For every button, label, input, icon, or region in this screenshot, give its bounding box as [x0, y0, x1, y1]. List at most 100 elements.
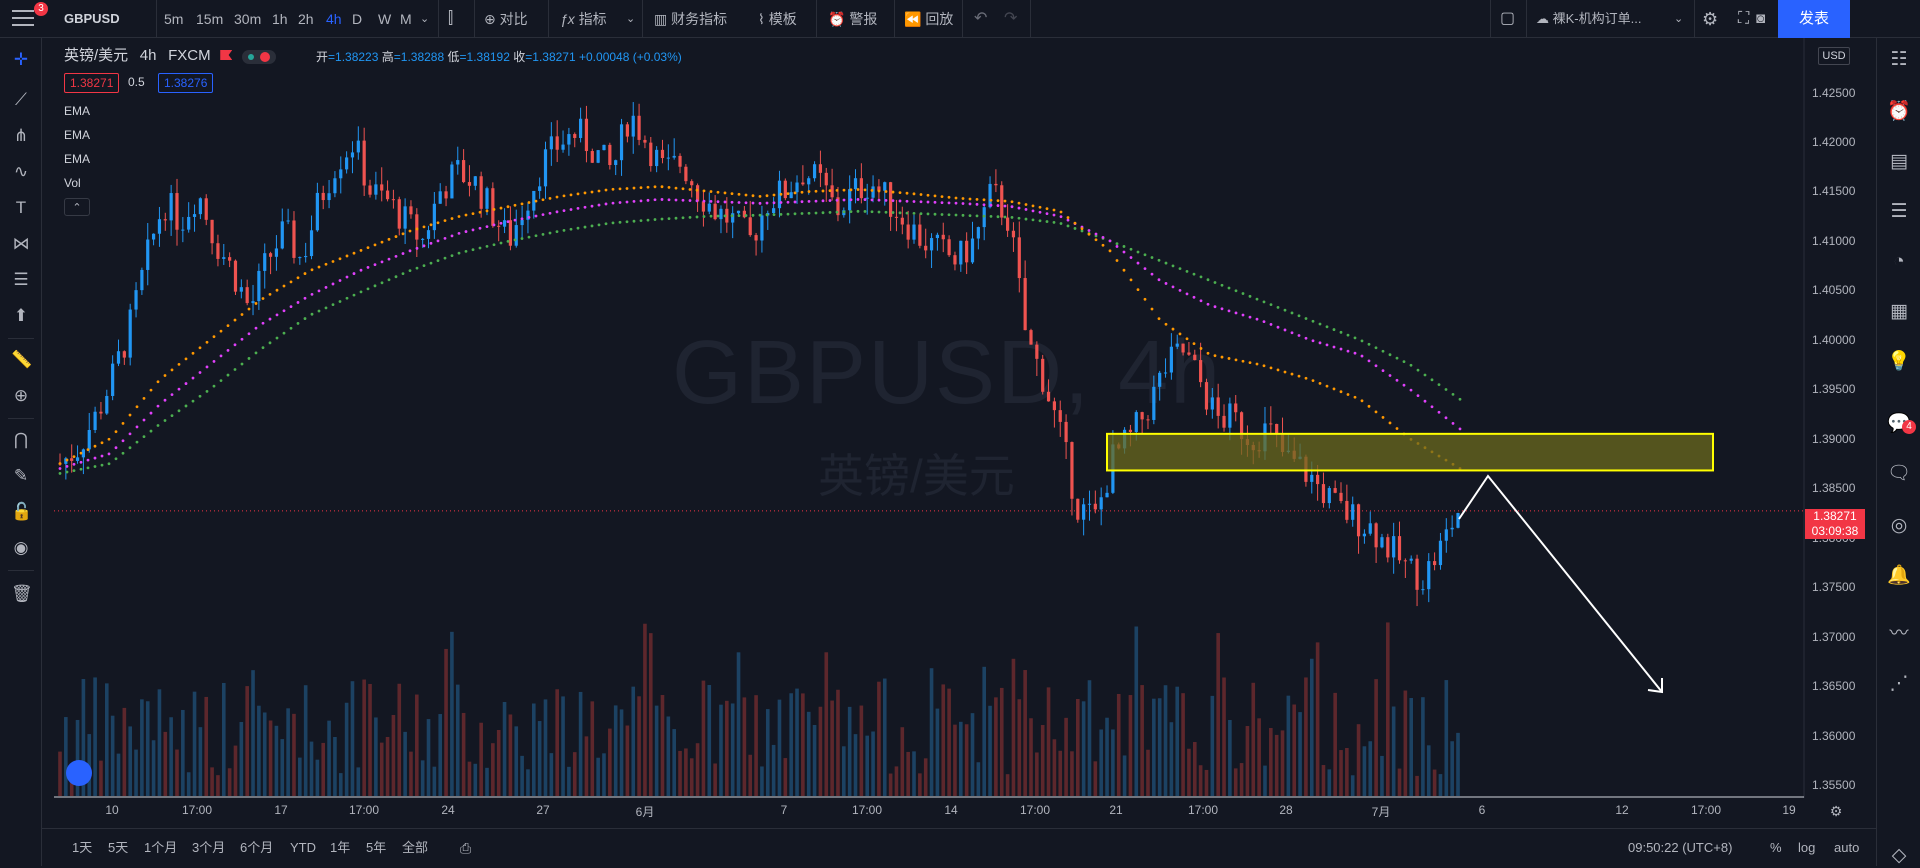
range-5年[interactable]: 5年 — [366, 840, 387, 855]
arrow-up-icon[interactable]: ⬆ — [13, 306, 29, 325]
bid-price[interactable]: 1.38271 — [64, 73, 120, 93]
goto-date-icon[interactable]: ⎙ — [460, 840, 472, 856]
indicator-volume[interactable]: Vol — [64, 176, 81, 190]
layout-select[interactable]: ☁ 裸K-机构订单... — [1536, 0, 1641, 38]
lightbulb-icon[interactable]: 💡 — [1887, 351, 1911, 372]
lock-icon[interactable]: 🔓 — [11, 502, 33, 521]
interval-30m[interactable]: 30m — [234, 11, 262, 27]
broadcast-icon[interactable]: ◎ — [1890, 515, 1908, 536]
calendar-icon[interactable]: ▦ — [1890, 301, 1908, 322]
interval-5m[interactable]: 5m — [164, 11, 184, 27]
messages-icon[interactable]: 🗨 — [1887, 463, 1912, 484]
indicator-ema-fast[interactable]: EMA — [64, 104, 91, 118]
chevron-up-icon[interactable]: ⌃ — [64, 198, 90, 216]
log-toggle[interactable]: log — [1798, 840, 1816, 855]
flag-icon[interactable] — [220, 50, 233, 60]
trend-line-icon[interactable]: ⟋ — [15, 90, 27, 109]
crosshair-icon[interactable]: ✛ — [13, 50, 29, 69]
volume-bar — [309, 741, 314, 796]
zoom-in-icon[interactable]: ⊕ — [13, 386, 29, 405]
indicator-ema-mid[interactable]: EMA — [64, 128, 91, 142]
ema-slow-point — [93, 465, 97, 468]
financials-button[interactable]: ▥ 财务指标 — [654, 0, 727, 38]
interval-15m[interactable]: 15m — [196, 11, 224, 27]
range-全部[interactable]: 全部 — [402, 840, 429, 855]
redo-icon[interactable]: ↷ — [1004, 10, 1018, 27]
gear-icon[interactable]: ⚙ — [1702, 9, 1719, 29]
range-6个月[interactable]: 6个月 — [240, 840, 274, 855]
interval-2h[interactable]: 2h — [298, 11, 314, 27]
indicator-ema-slow[interactable]: EMA — [64, 152, 91, 166]
pitchfork-icon[interactable]: ⋔ — [13, 126, 29, 145]
range-1天[interactable]: 1天 — [72, 840, 93, 855]
alarm-icon[interactable]: ⏰ — [1887, 101, 1911, 122]
clock[interactable]: 09:50:22 (UTC+8) — [1628, 840, 1733, 855]
candle-style-icon[interactable]: ⫿ — [448, 10, 454, 27]
chevron-down-icon[interactable]: ⌄ — [420, 13, 430, 25]
diamond-icon[interactable]: ◇ — [1891, 845, 1907, 866]
camera-icon[interactable]: ◙ — [1756, 10, 1766, 27]
publish-button[interactable]: 发表 — [1778, 0, 1850, 38]
replay-button[interactable]: ⏪ 回放 — [904, 0, 953, 38]
pattern-icon[interactable]: ⋈ — [12, 234, 30, 253]
chart-legend: 英镑/美元 4h FXCM — [64, 44, 276, 65]
candle-body — [812, 164, 817, 179]
auto-toggle[interactable]: auto — [1834, 840, 1860, 855]
ema-fast-point — [1178, 332, 1182, 336]
range-5天[interactable]: 5天 — [108, 840, 129, 855]
trash-icon[interactable]: 🗑 — [11, 584, 33, 603]
ema-mid-point — [961, 202, 965, 205]
ema-mid-point — [786, 200, 790, 204]
magnet-icon[interactable]: ⋂ — [14, 430, 28, 449]
ask-price[interactable]: 1.38276 — [158, 73, 214, 93]
ema-slow-point — [1339, 330, 1343, 334]
fullscreen-icon[interactable]: ⛶ — [1738, 10, 1750, 27]
volume-bar — [110, 715, 115, 796]
news-icon[interactable]: ▤ — [1890, 151, 1908, 172]
compare-button[interactable]: ⊕ 对比 — [484, 0, 528, 38]
ema-slow-point — [72, 469, 76, 473]
gear-icon[interactable]: ⚙ — [1829, 803, 1843, 819]
text-icon[interactable]: T — [15, 198, 27, 217]
layout-square-icon[interactable]: ▢ — [1500, 10, 1516, 27]
chevron-down-icon[interactable]: ⌄ — [1674, 13, 1684, 25]
ruler-icon[interactable]: 📏 — [11, 350, 33, 369]
interval-M[interactable]: M — [400, 11, 412, 27]
undo-icon[interactable]: ↶ — [974, 10, 988, 27]
chevron-down-icon[interactable]: ⌄ — [626, 13, 636, 25]
watchlist-icon[interactable]: ☷ — [1890, 49, 1908, 70]
percent-toggle[interactable]: % — [1770, 840, 1782, 855]
templates-button[interactable]: ⌇ 模板 — [758, 0, 797, 38]
interval-D[interactable]: D — [352, 11, 363, 27]
drawing-toolbar: ✛ ⟋ ⋔ ∿ T ⋈ ☰ ⬆ 📏 ⊕ ⋂ ✎ 🔓 ◉ 🗑 — [0, 38, 42, 866]
brush-icon[interactable]: ∿ — [13, 162, 29, 181]
currency-tag[interactable]: USD — [1818, 47, 1850, 65]
alert-button[interactable]: ⏰ 警报 — [828, 0, 877, 38]
range-1年[interactable]: 1年 — [330, 840, 351, 855]
ema-fast-point — [464, 213, 468, 217]
ema-slow-point — [576, 226, 580, 230]
range-3个月[interactable]: 3个月 — [192, 840, 226, 855]
candle-body — [187, 216, 191, 230]
hotlist-icon[interactable]: ◔ — [1893, 251, 1905, 272]
volume-bar — [689, 758, 694, 796]
ema-slow-point — [408, 269, 412, 272]
range-YTD[interactable]: YTD — [290, 840, 316, 855]
range-1个月[interactable]: 1个月 — [144, 840, 178, 855]
forecast-icon[interactable]: ☰ — [13, 270, 29, 289]
interval-4h[interactable]: 4h — [326, 11, 342, 27]
candle-body — [421, 238, 425, 240]
candle-body — [1427, 561, 1431, 590]
interval-1h[interactable]: 1h — [272, 11, 288, 27]
dom-icon[interactable]: ⋰ — [1889, 673, 1909, 694]
data-window-icon[interactable]: ☰ — [1890, 201, 1908, 222]
interval-W[interactable]: W — [378, 11, 392, 27]
symbol-search[interactable]: GBPUSD — [64, 11, 120, 26]
eye-icon[interactable]: ◉ — [13, 538, 29, 557]
indicators-button[interactable]: ƒx 指标 — [560, 0, 607, 38]
trend-icon[interactable]: 〰 — [1889, 623, 1909, 644]
menu-icon[interactable] — [12, 10, 34, 28]
bell-icon[interactable]: 🔔 — [1887, 565, 1911, 586]
lock-draw-icon[interactable]: ✎ — [13, 466, 29, 485]
